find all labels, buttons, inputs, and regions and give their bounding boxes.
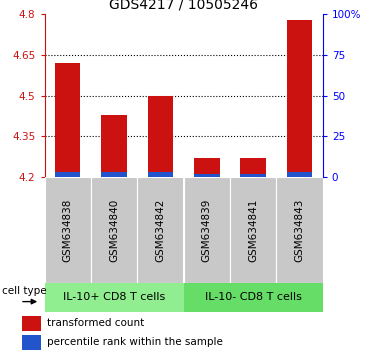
Text: transformed count: transformed count [47,318,144,328]
Text: IL-10+ CD8 T cells: IL-10+ CD8 T cells [63,292,165,302]
Text: GSM634842: GSM634842 [155,198,165,262]
Bar [45,283,184,312]
Bar [148,172,173,177]
Bar [184,283,323,312]
Bar [230,177,276,283]
Text: cell type: cell type [2,286,47,296]
Bar [101,172,127,177]
Bar [184,177,230,283]
Text: GSM634841: GSM634841 [248,198,258,262]
Bar [22,316,41,331]
Bar [194,158,220,177]
Text: IL-10- CD8 T cells: IL-10- CD8 T cells [205,292,302,302]
Bar [148,96,173,177]
Bar [101,115,127,177]
Bar [240,158,266,177]
Bar [55,172,81,177]
Bar [276,177,323,283]
Bar [287,19,312,177]
Text: GSM634840: GSM634840 [109,199,119,262]
Bar [240,174,266,177]
Bar [55,63,81,177]
Text: GSM634839: GSM634839 [202,198,212,262]
Bar [137,177,184,283]
Bar [45,177,91,283]
Text: GSM634843: GSM634843 [295,198,305,262]
Text: GSM634838: GSM634838 [63,198,73,262]
Bar [194,174,220,177]
Text: percentile rank within the sample: percentile rank within the sample [47,337,223,347]
Bar [22,335,41,350]
Bar [287,172,312,177]
Bar [91,177,137,283]
Title: GDS4217 / 10505246: GDS4217 / 10505246 [109,0,258,12]
